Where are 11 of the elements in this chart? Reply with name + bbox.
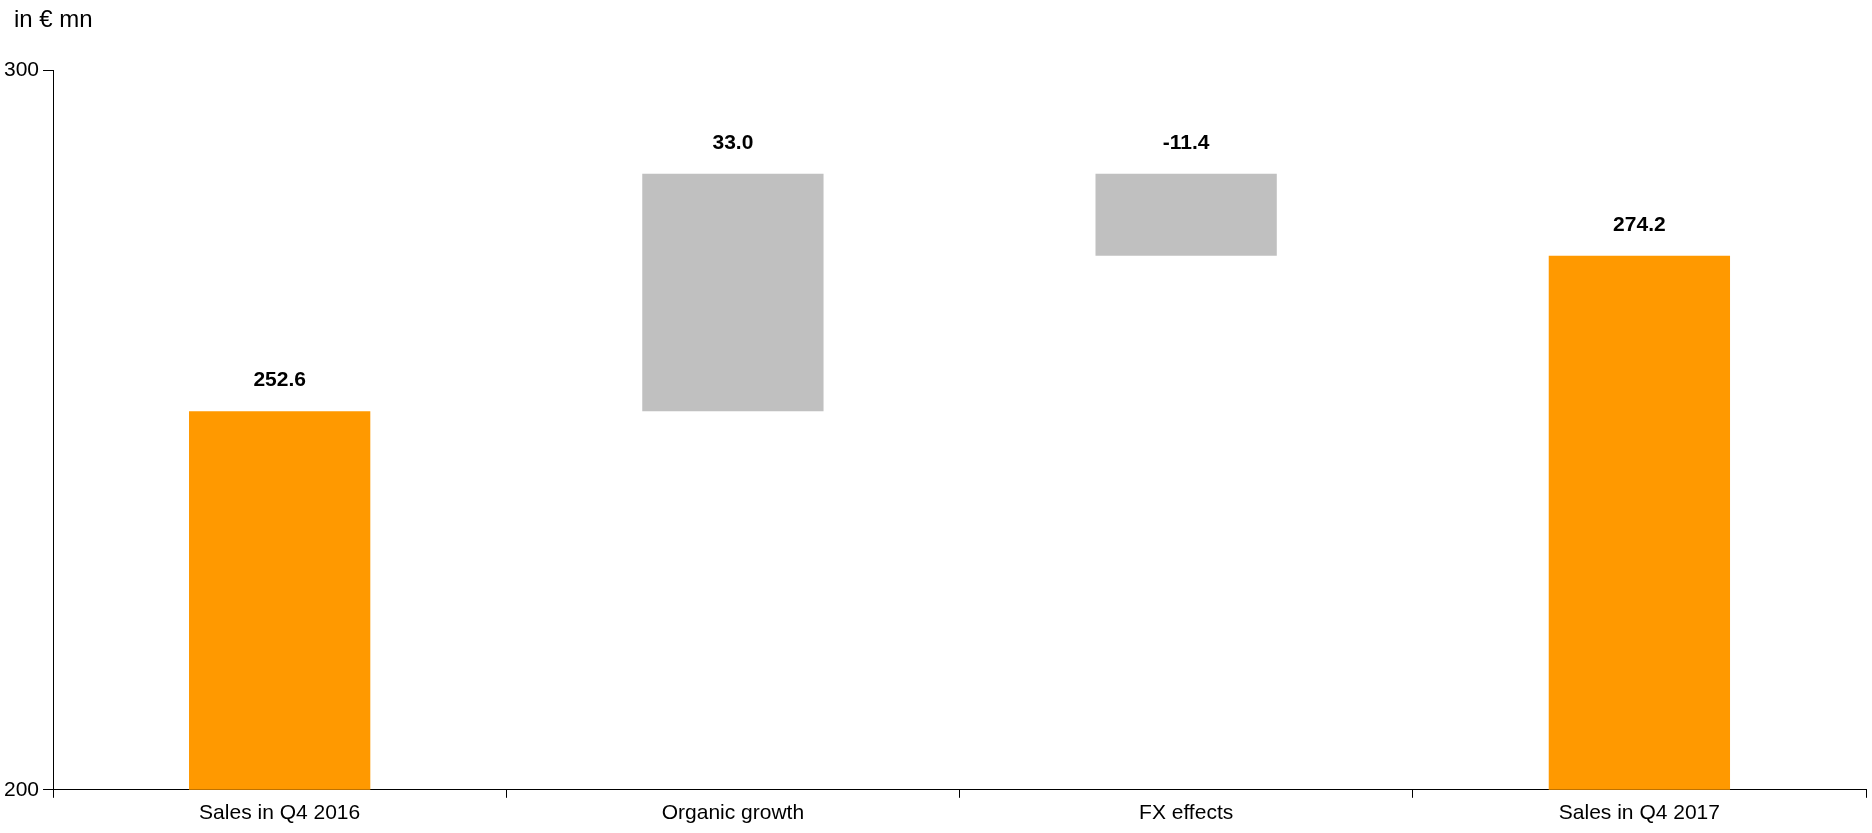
y-axis-title: in € mn bbox=[14, 4, 93, 32]
x-tick-label: Sales in Q4 2016 bbox=[199, 800, 361, 824]
data-label: -11.4 bbox=[1162, 129, 1210, 153]
y-tick-label: 300 bbox=[3, 56, 40, 80]
x-tick-label: Sales in Q4 2017 bbox=[1558, 800, 1720, 824]
data-label: 274.2 bbox=[1613, 212, 1666, 236]
data-label: 252.6 bbox=[253, 367, 306, 391]
x-tick-label: Organic growth bbox=[661, 800, 805, 824]
x-tick-label: FX effects bbox=[1139, 800, 1234, 824]
y-tick-label: 200 bbox=[3, 776, 40, 800]
data-label: 33.0 bbox=[712, 129, 754, 153]
